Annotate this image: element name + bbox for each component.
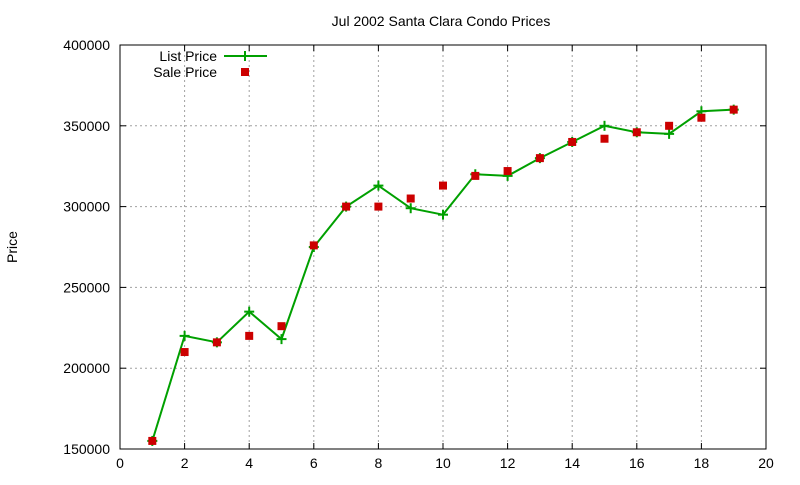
y-tick-label: 300000	[63, 199, 110, 215]
list-price-point	[276, 334, 287, 345]
sale-price-point	[406, 194, 415, 203]
x-tick-label: 0	[116, 455, 124, 471]
sale-price-point	[342, 202, 351, 211]
y-tick-label: 200000	[63, 360, 110, 376]
x-tick-label: 20	[758, 455, 774, 471]
x-tick-label: 8	[375, 455, 383, 471]
x-tick-label: 12	[500, 455, 516, 471]
sale-price-point	[632, 128, 641, 137]
x-tick-label: 10	[435, 455, 451, 471]
x-tick-label: 2	[181, 455, 189, 471]
sale-price-point	[148, 436, 157, 445]
sale-price-point	[439, 181, 447, 190]
sale-price-point	[697, 113, 706, 122]
list-price-point	[179, 330, 190, 341]
axis-ticks: 0 2 4 6 8 10 12 14 16 18 20 150000 200000 250000 30000…	[63, 37, 774, 471]
y-tick-label: 150000	[63, 441, 110, 457]
sale-price-point	[535, 154, 544, 163]
sale-price-point	[503, 167, 512, 176]
sale-price-point	[665, 121, 674, 130]
sale-price-point	[374, 202, 383, 211]
sale-price-point	[180, 348, 189, 357]
list-price-point	[438, 209, 448, 220]
sale-price-point	[277, 322, 286, 331]
y-axis-title: Price	[4, 231, 20, 263]
sale-price-point	[568, 137, 577, 146]
series-sale-price	[148, 105, 738, 445]
sale-price-point	[729, 105, 738, 114]
list-price-point	[373, 180, 384, 191]
x-tick-label: 14	[564, 455, 580, 471]
list-price-point	[664, 128, 675, 139]
y-tick-label: 350000	[63, 118, 110, 134]
sale-price-point	[212, 338, 221, 347]
sale-price-point	[600, 134, 609, 143]
list-price-point	[599, 120, 610, 131]
legend-label: Sale Price	[153, 64, 217, 80]
sale-price-point	[309, 241, 318, 250]
legend-square-marker	[241, 68, 249, 76]
list-price-point	[244, 306, 255, 317]
chart-title: Jul 2002 Santa Clara Condo Prices	[332, 13, 551, 29]
y-tick-label: 400000	[63, 37, 110, 53]
y-tick-label: 250000	[63, 279, 110, 295]
sale-price-point	[245, 331, 254, 340]
x-tick-label: 4	[245, 455, 253, 471]
sale-price-point	[471, 171, 480, 180]
x-tick-label: 6	[310, 455, 318, 471]
x-tick-label: 16	[629, 455, 645, 471]
legend-plus-marker	[240, 51, 250, 61]
list-price-point	[405, 203, 416, 214]
x-tick-label: 18	[694, 455, 710, 471]
data-series	[147, 104, 739, 446]
legend-label: List Price	[159, 48, 217, 64]
